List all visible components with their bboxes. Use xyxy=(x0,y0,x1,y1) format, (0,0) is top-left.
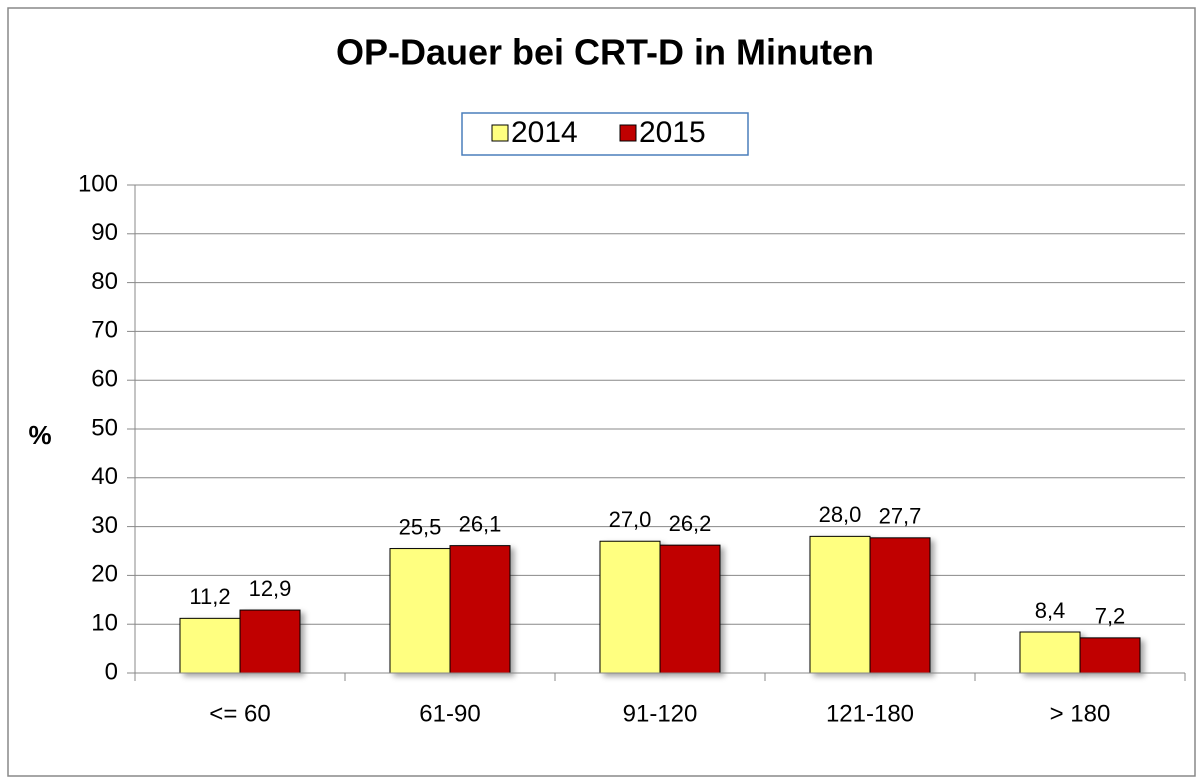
bar xyxy=(179,617,241,674)
y-tick-label: 80 xyxy=(91,268,118,295)
y-tick-label: 50 xyxy=(91,414,118,441)
legend-swatch xyxy=(619,124,637,142)
y-tick-label: 0 xyxy=(105,658,118,685)
y-tick-label: 30 xyxy=(91,512,118,539)
value-label: 28,0 xyxy=(819,502,862,527)
y-tick-label: 90 xyxy=(91,219,118,246)
bar xyxy=(389,548,451,674)
y-tick-label: 70 xyxy=(91,317,118,344)
value-label: 25,5 xyxy=(399,514,442,539)
bar xyxy=(1079,637,1141,674)
y-tick-label: 10 xyxy=(91,610,118,637)
bar xyxy=(1019,631,1081,674)
value-label: 27,7 xyxy=(879,504,922,529)
x-tick-label: 91-120 xyxy=(623,700,698,727)
x-tick-label: 121-180 xyxy=(826,700,914,727)
chart-title: OP-Dauer bei CRT-D in Minuten xyxy=(336,32,874,73)
value-label: 26,1 xyxy=(459,511,502,536)
x-tick-label: > 180 xyxy=(1050,700,1111,727)
y-tick-label: 60 xyxy=(91,366,118,393)
x-tick-label: <= 60 xyxy=(209,700,270,727)
legend-label: 2015 xyxy=(639,116,706,149)
y-tick-label: 40 xyxy=(91,463,118,490)
bar xyxy=(869,537,931,674)
legend-box xyxy=(461,112,749,156)
legend-label: 2014 xyxy=(511,116,578,149)
bar xyxy=(599,540,661,674)
value-label: 27,0 xyxy=(609,507,652,532)
bar xyxy=(809,535,871,674)
legend-swatch xyxy=(491,124,509,142)
bar xyxy=(239,609,301,674)
y-tick-label: 20 xyxy=(91,561,118,588)
value-label: 12,9 xyxy=(249,576,292,601)
bar xyxy=(659,544,721,674)
value-label: 7,2 xyxy=(1095,604,1126,629)
bar xyxy=(449,545,511,674)
value-label: 26,2 xyxy=(669,511,712,536)
value-label: 11,2 xyxy=(189,584,230,609)
x-tick-label: 61-90 xyxy=(419,700,480,727)
value-label: 8,4 xyxy=(1035,598,1066,623)
y-axis-label: % xyxy=(28,420,51,450)
y-tick-label: 100 xyxy=(78,170,118,197)
